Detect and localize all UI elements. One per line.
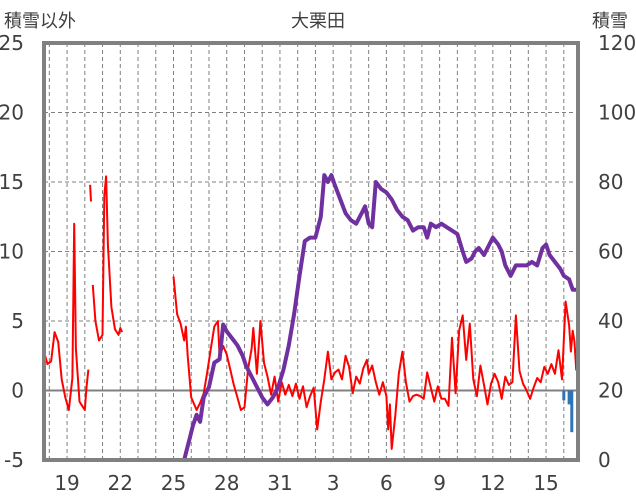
left-tick-label: 25 [0,31,24,55]
right-axis-ticks: 120 100 80 60 40 20 0 [598,31,636,472]
left-tick-label: 20 [0,101,24,125]
x-tick-label: 28 [214,471,239,495]
left-tick-label: 5 [11,309,24,333]
precipitation-bar [570,390,574,433]
right-tick-label: 20 [598,379,623,403]
right-axis-label: 積雪 [592,11,628,32]
x-tick-label: 31 [267,471,292,495]
x-tick-label: 19 [54,471,79,495]
right-tick-label: 100 [598,101,636,125]
right-tick-label: 0 [598,448,611,472]
right-tick-label: 40 [598,309,623,333]
right-tick-label: 120 [598,31,636,55]
x-axis-ticks: 19 22 25 28 31 3 6 9 12 15 [54,471,558,495]
temperature-series [43,175,579,450]
x-tick-label: 15 [533,471,558,495]
left-axis-label: 積雪以外 [4,11,76,32]
x-tick-label: 3 [327,471,340,495]
x-tick-label: 9 [433,471,446,495]
x-tick-label: 22 [108,471,133,495]
left-tick-label: 0 [11,379,24,403]
temperature-line [43,175,579,450]
left-tick-label: -5 [4,448,24,472]
x-tick-label: 12 [480,471,505,495]
horizontal-gridlines [44,112,578,322]
chart-title: 大栗田 [291,11,345,32]
x-tick-label: 6 [380,471,393,495]
left-axis-ticks: 25 20 15 10 5 0 -5 [0,31,24,472]
right-tick-label: 80 [598,170,623,194]
snow-depth-line [42,173,580,462]
left-tick-label: 15 [0,170,24,194]
precipitation-bar [562,390,566,401]
precipitation-bars [562,390,574,433]
right-tick-label: 60 [598,240,623,264]
x-tick-label: 25 [161,471,186,495]
plot-frame [42,41,580,462]
snow-depth-series [42,173,580,462]
precipitation-bar [567,390,571,405]
left-tick-label: 10 [0,240,24,264]
